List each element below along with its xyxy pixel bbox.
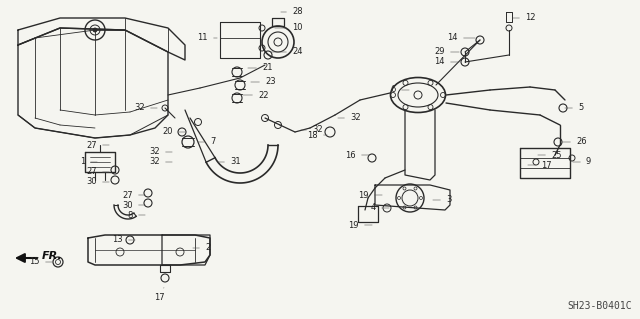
Text: 17: 17 [528,160,552,169]
Text: 10: 10 [275,24,303,33]
Text: 1: 1 [80,158,97,167]
Text: 7: 7 [198,137,216,146]
Text: 25: 25 [538,151,561,160]
Text: 32: 32 [149,147,172,157]
Text: 19: 19 [358,190,382,199]
Text: 32: 32 [134,103,157,113]
Text: 21: 21 [248,63,273,72]
Text: 29: 29 [435,48,460,56]
Text: 22: 22 [243,91,269,100]
Text: 14: 14 [447,33,476,42]
Text: 28: 28 [281,8,303,17]
Text: 3: 3 [433,196,451,204]
Text: 4: 4 [371,204,389,212]
Text: 31: 31 [218,158,241,167]
Text: 13: 13 [113,235,135,244]
Text: 12: 12 [513,13,536,23]
Text: 17: 17 [154,287,165,302]
Text: 27: 27 [122,190,145,199]
Text: 5: 5 [564,103,583,113]
Text: 24: 24 [271,48,303,56]
Text: 32: 32 [301,125,323,135]
Text: 15: 15 [29,257,52,266]
Text: 6: 6 [390,85,409,94]
Text: FR.: FR. [42,251,63,261]
Circle shape [93,28,97,32]
Text: 2: 2 [193,243,211,253]
Text: 30: 30 [86,177,109,187]
Text: 20: 20 [163,128,185,137]
Text: 11: 11 [198,33,217,42]
Text: SH23-B0401C: SH23-B0401C [568,301,632,311]
Text: 26: 26 [563,137,587,146]
Text: 27: 27 [86,140,109,150]
Text: 18: 18 [307,130,327,139]
Text: 16: 16 [346,151,369,160]
Text: 9: 9 [573,158,591,167]
Text: 8: 8 [127,211,145,219]
Text: 27: 27 [86,167,109,176]
Text: 32: 32 [338,114,360,122]
Text: 32: 32 [149,158,172,167]
Text: 19: 19 [349,220,372,229]
Text: 23: 23 [251,78,276,86]
Text: 14: 14 [435,57,460,66]
Text: 30: 30 [122,201,145,210]
